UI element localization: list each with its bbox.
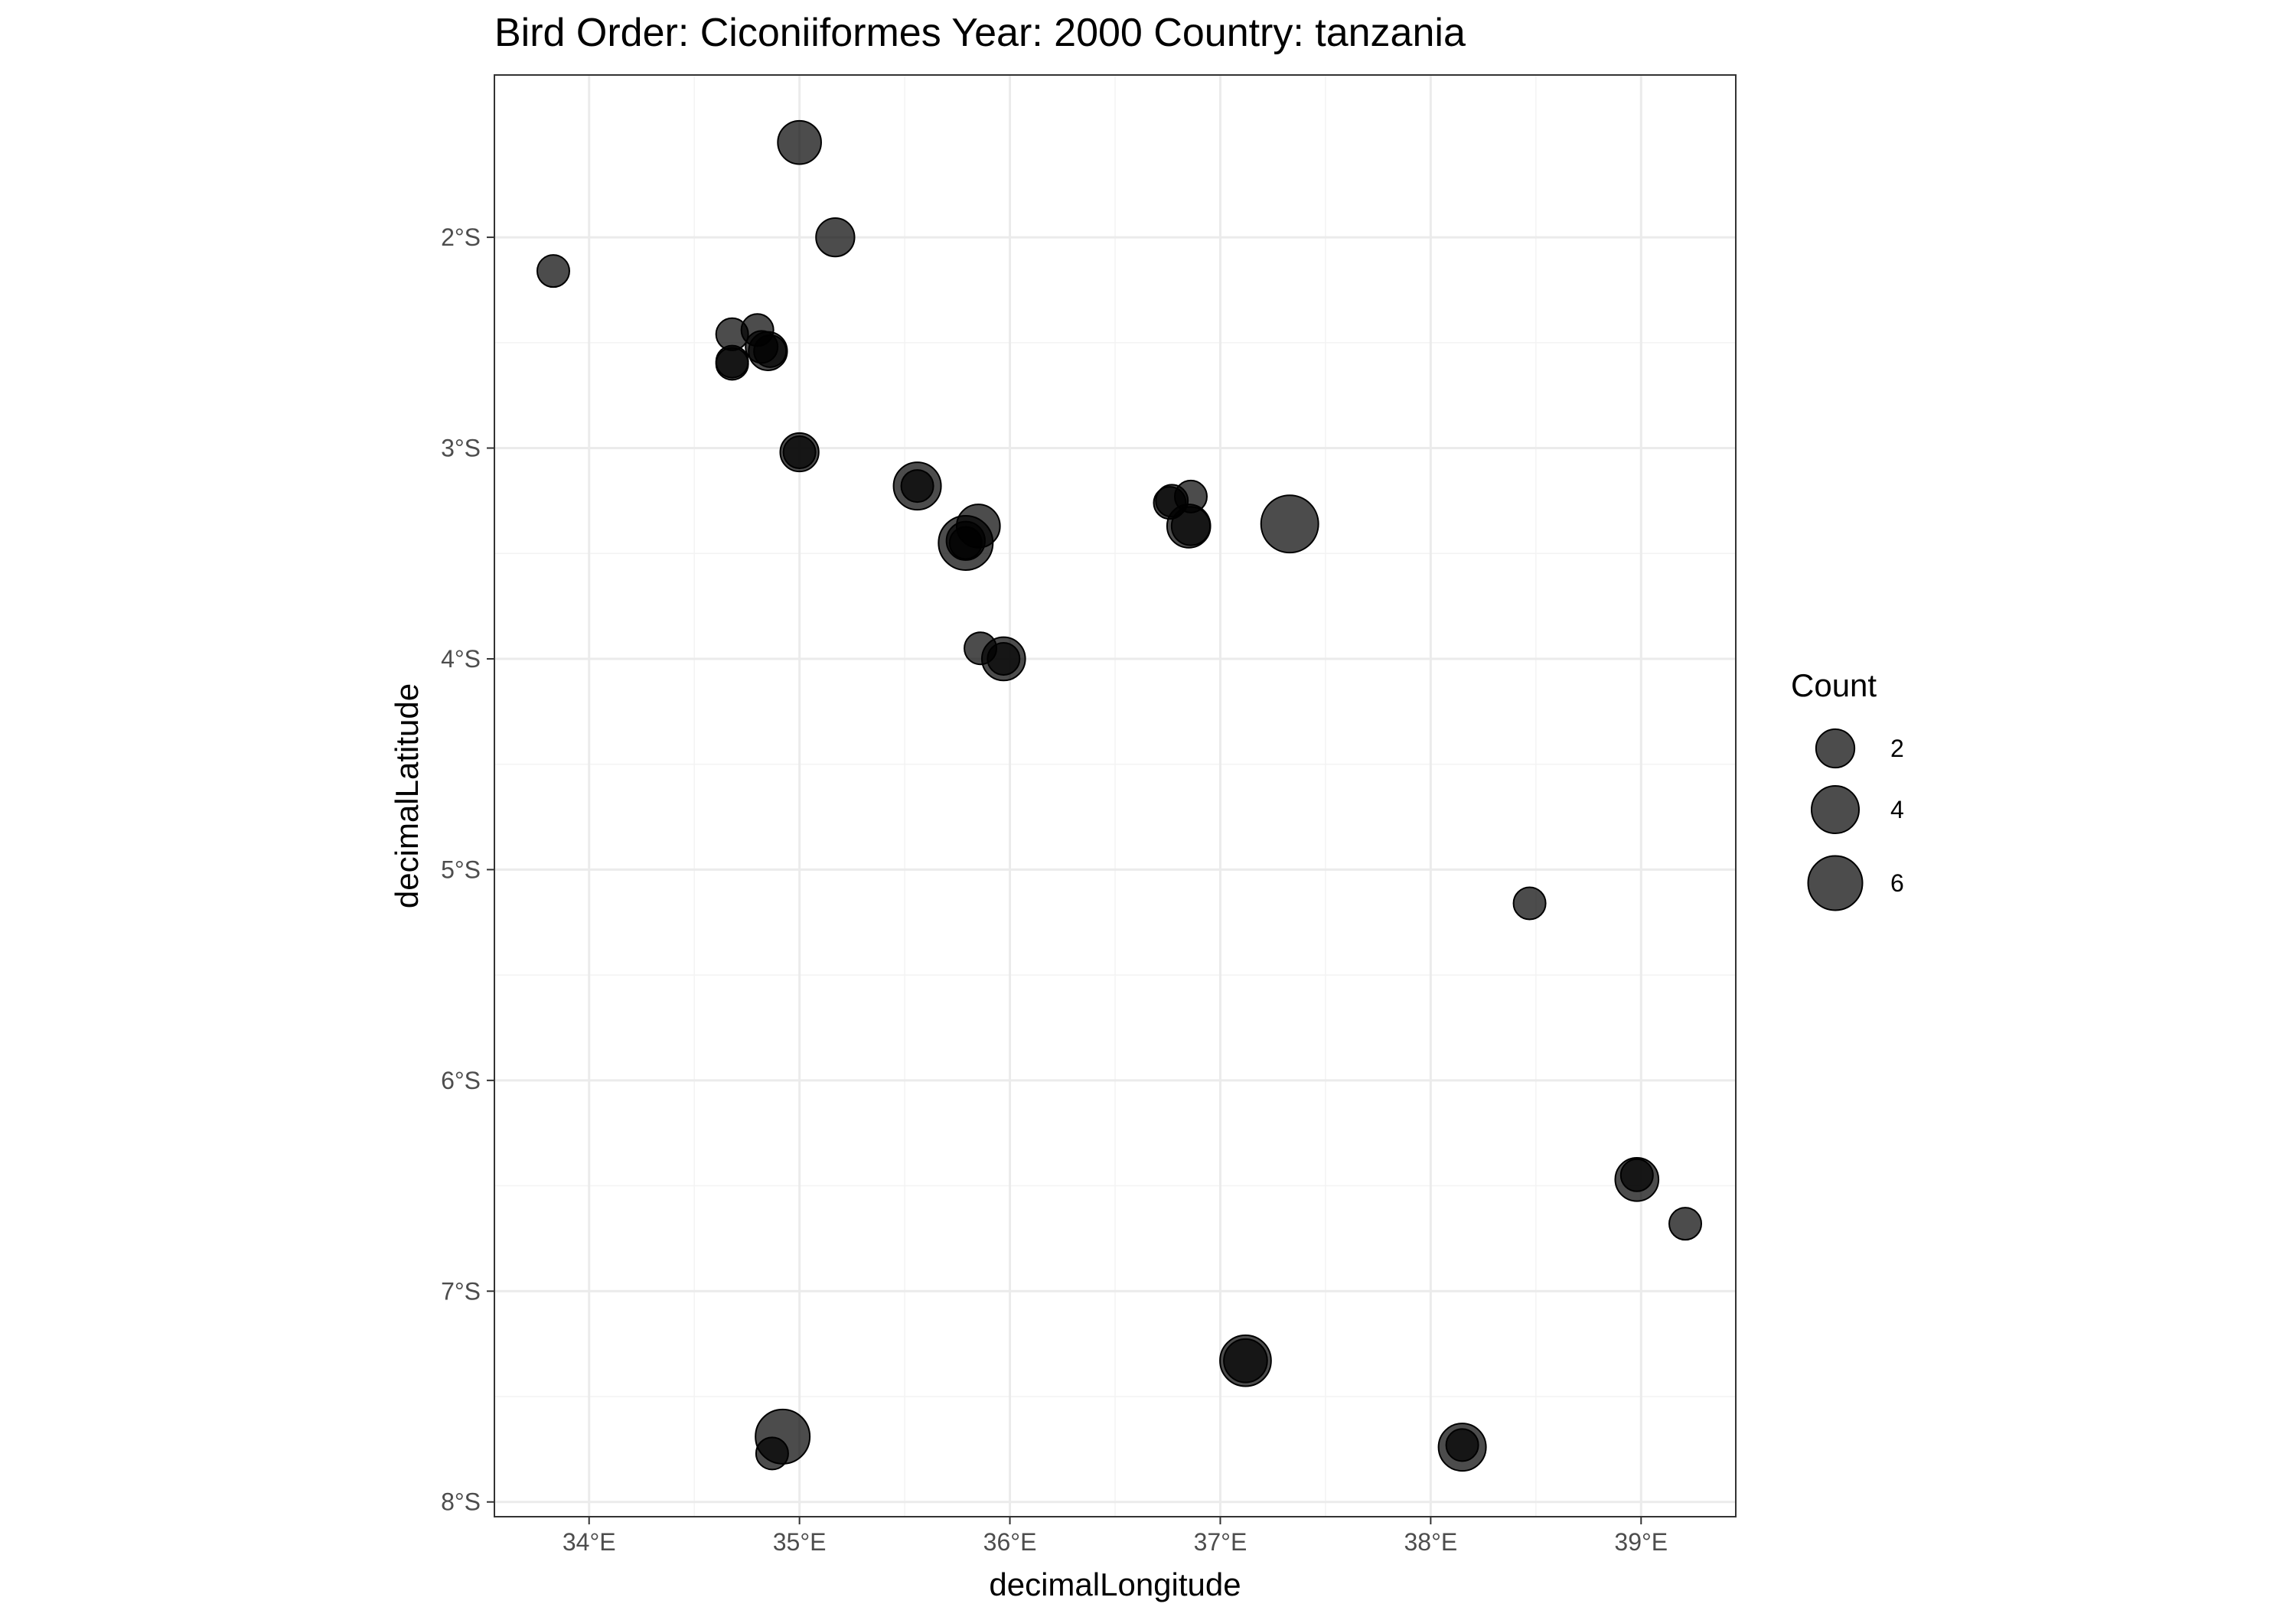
legend-key-circle xyxy=(1811,785,1860,834)
grid-lines xyxy=(494,75,1736,1517)
data-point xyxy=(1668,1207,1703,1241)
data-point xyxy=(782,435,817,470)
x-axis-title: decimalLongitude xyxy=(989,1566,1241,1602)
data-point xyxy=(948,526,983,560)
x-tick-label: 34°E xyxy=(563,1528,616,1556)
data-point xyxy=(536,254,570,288)
data-point xyxy=(900,469,934,504)
legend-key-circle xyxy=(1807,855,1864,911)
x-tick-label: 38°E xyxy=(1404,1528,1458,1556)
data-point xyxy=(1445,1428,1479,1462)
data-point xyxy=(1170,506,1212,546)
plot-panel xyxy=(494,74,1737,1517)
legend-title: Count xyxy=(1791,667,1877,703)
x-tick-label: 37°E xyxy=(1194,1528,1247,1556)
data-point xyxy=(777,119,822,165)
x-tick-label: 39°E xyxy=(1614,1528,1668,1556)
legend-label: 4 xyxy=(1890,796,1904,823)
data-point xyxy=(753,334,788,368)
y-tick-label: 6°S xyxy=(441,1067,481,1094)
y-tick-label: 7°S xyxy=(441,1277,481,1305)
data-point xyxy=(815,217,856,258)
panel-border xyxy=(494,74,1737,1517)
y-tick-label: 4°S xyxy=(441,645,481,673)
legend-label: 2 xyxy=(1890,735,1904,762)
data-point xyxy=(1223,1338,1268,1384)
data-points xyxy=(536,119,1703,1472)
legend: Count 2 4 6 xyxy=(1791,667,1904,911)
data-point xyxy=(715,344,749,379)
data-point xyxy=(1260,494,1319,554)
data-point xyxy=(1619,1158,1654,1192)
data-point xyxy=(755,1436,789,1471)
y-tick-label: 8°S xyxy=(441,1488,481,1516)
y-axis: 2°S 3°S 4°S 5°S 6°S 7°S 8°S xyxy=(441,223,494,1516)
data-point xyxy=(987,641,1021,676)
legend-key-circle xyxy=(1815,728,1856,769)
x-tick-label: 35°E xyxy=(773,1528,827,1556)
y-tick-label: 2°S xyxy=(441,223,481,251)
x-axis: 34°E 35°E 36°E 37°E 38°E 39°E xyxy=(563,1517,1668,1556)
y-axis-title: decimalLatitude xyxy=(389,683,425,908)
y-tick-label: 5°S xyxy=(441,856,481,883)
data-point xyxy=(1512,886,1547,921)
y-tick-label: 3°S xyxy=(441,435,481,462)
x-tick-label: 36°E xyxy=(983,1528,1037,1556)
legend-label: 6 xyxy=(1890,869,1904,897)
chart-title: Bird Order: Ciconiiformes Year: 2000 Cou… xyxy=(494,11,1466,55)
